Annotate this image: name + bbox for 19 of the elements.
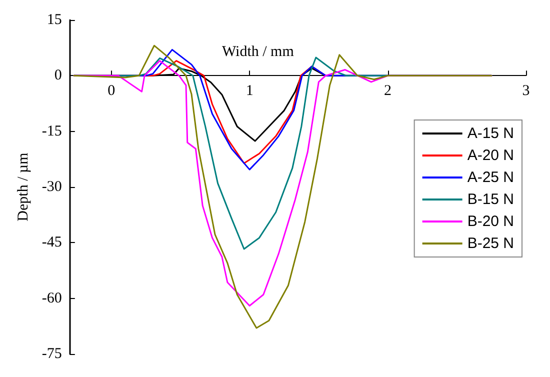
x-tick-label: 0: [108, 83, 116, 100]
legend-label: A-15 N: [467, 125, 514, 142]
x-axis-title: Width / mm: [222, 44, 294, 60]
legend-label: A-20 N: [467, 147, 514, 164]
x-tick-label: 2: [384, 83, 392, 100]
y-tick-label: 15: [46, 12, 62, 28]
y-tick-label: -45: [42, 234, 62, 251]
y-tick-label: -75: [42, 346, 62, 362]
legend-label: B-20 N: [467, 213, 514, 230]
y-tick-label: -30: [42, 179, 62, 195]
x-tick-label: 3: [522, 83, 530, 100]
legend-label: A-25 N: [467, 169, 514, 186]
x-tick-label: 1: [246, 83, 254, 100]
y-axis-title: Depth / µm: [16, 152, 32, 222]
legend-label: B-25 N: [467, 235, 514, 252]
y-tick-label: 0: [54, 68, 62, 84]
y-tick-label: -15: [42, 123, 62, 140]
y-tick-label: -60: [42, 290, 62, 306]
legend-label: B-15 N: [467, 191, 514, 208]
